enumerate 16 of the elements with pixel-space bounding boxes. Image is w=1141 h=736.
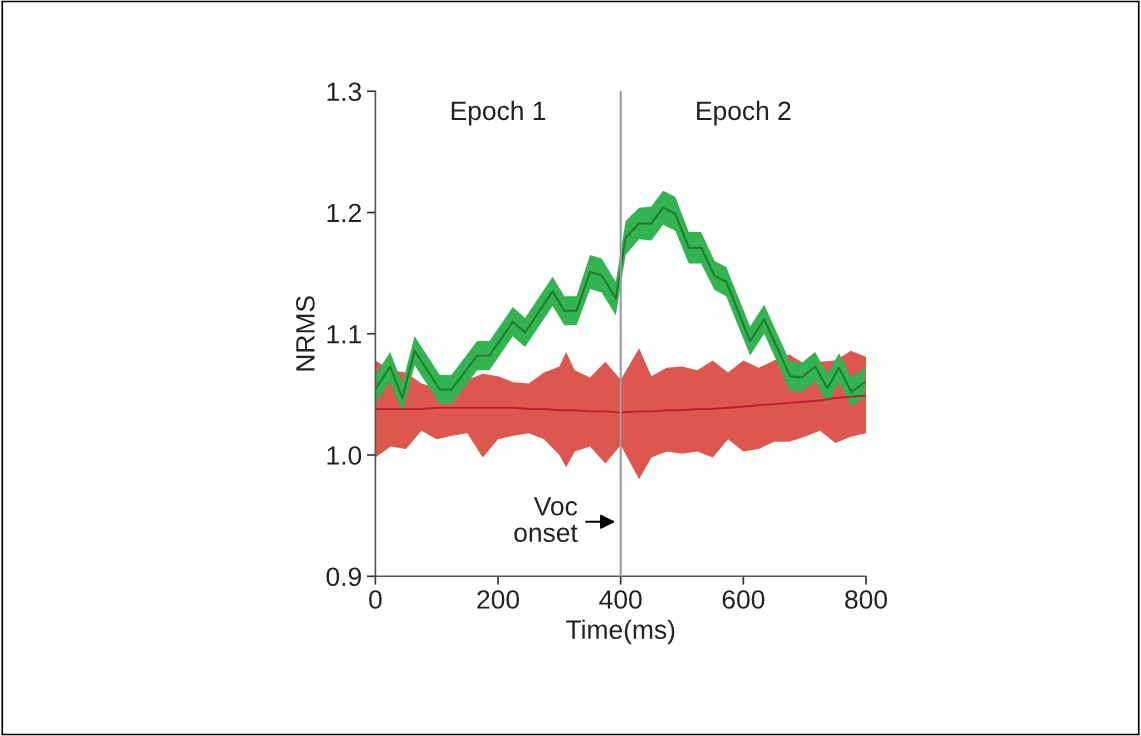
x-tick-label: 400 <box>599 590 642 609</box>
annotation: Epoch 2 <box>697 100 791 126</box>
y-tick-label: 1.1 <box>327 325 361 344</box>
annotation: Epoch 1 <box>451 100 546 126</box>
x-axis-title: Time(ms) <box>566 619 675 645</box>
y-tick-label: 1.3 <box>327 82 362 102</box>
annotation: Voc onset <box>514 497 578 543</box>
y-tick-label: 1.2 <box>327 203 361 223</box>
y-tick-label: 0.9 <box>326 567 361 587</box>
y-tick-label: 1.0 <box>327 446 362 465</box>
x-tick-label: 600 <box>722 590 765 609</box>
line-series <box>375 394 867 414</box>
x-tick-label: 0 <box>369 590 382 609</box>
y-axis-title: NRMS <box>296 296 315 371</box>
x-tick-label: 800 <box>845 590 887 609</box>
x-tick-label: 200 <box>477 590 520 609</box>
